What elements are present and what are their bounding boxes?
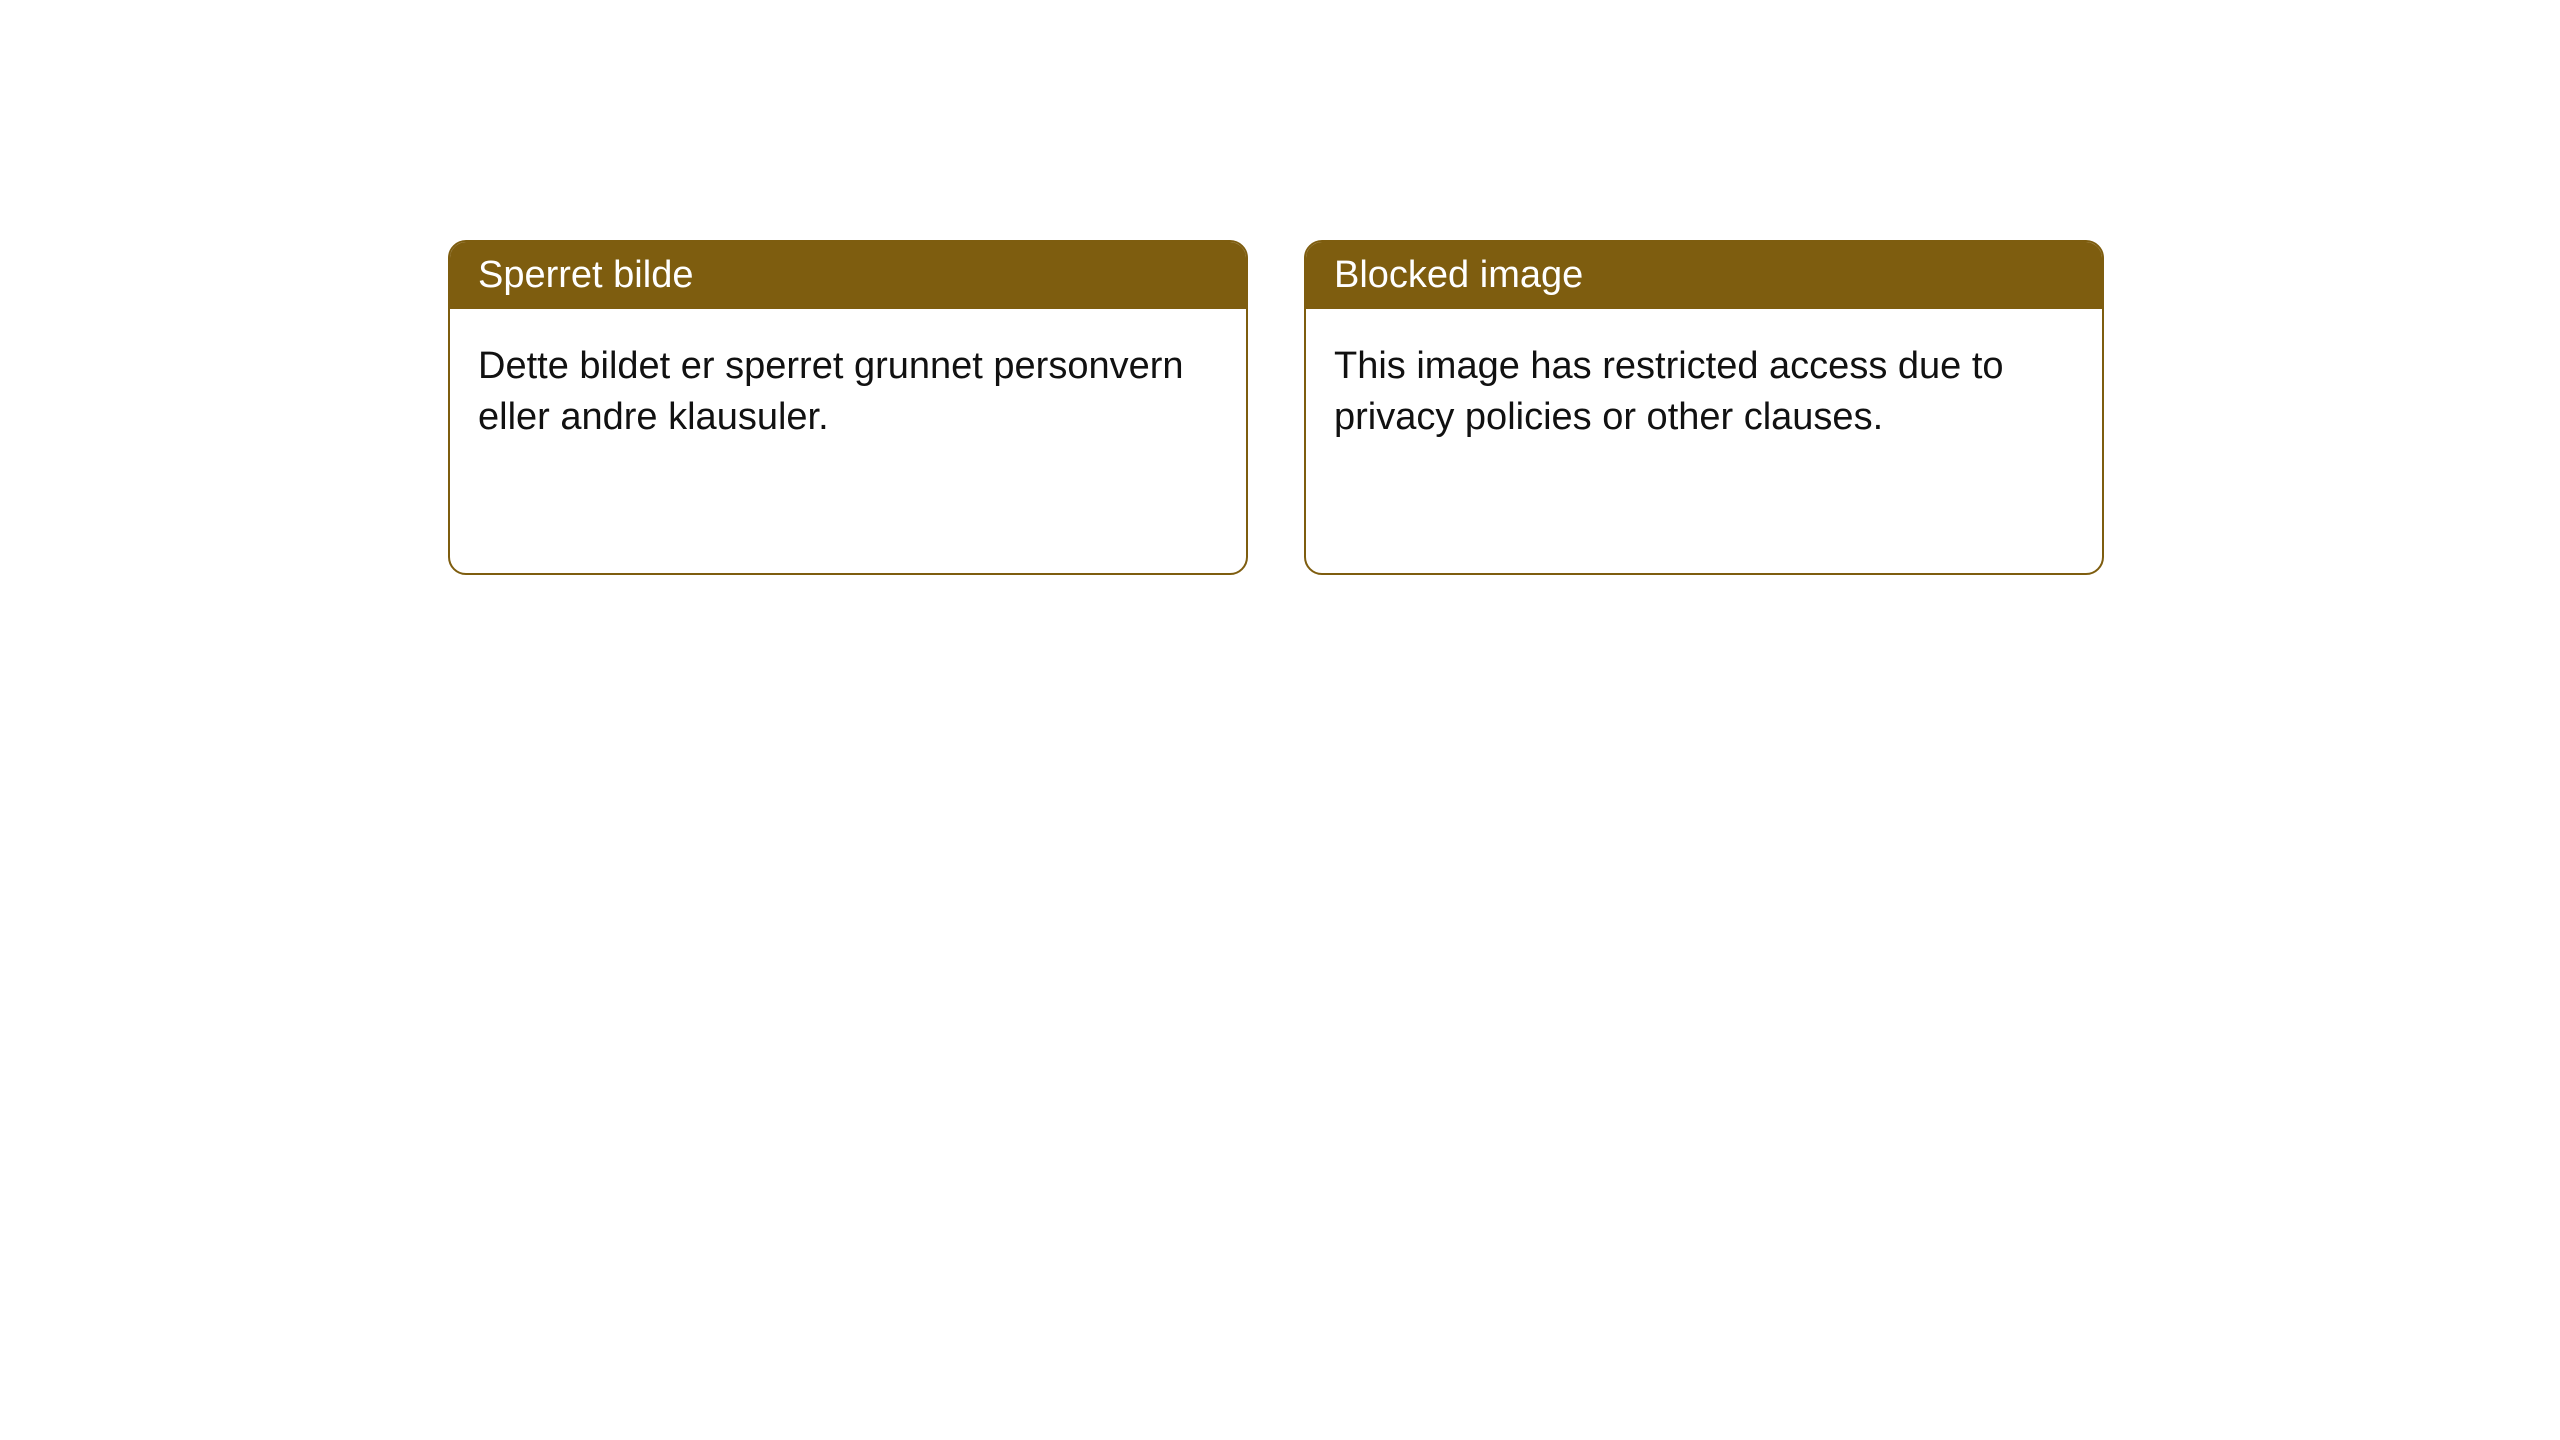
card-body-en: This image has restricted access due to …: [1306, 309, 2102, 476]
card-body-no: Dette bildet er sperret grunnet personve…: [450, 309, 1246, 476]
blocked-image-card-no: Sperret bilde Dette bildet er sperret gr…: [448, 240, 1248, 575]
blocked-image-card-en: Blocked image This image has restricted …: [1304, 240, 2104, 575]
notice-pair: Sperret bilde Dette bildet er sperret gr…: [448, 240, 2104, 575]
card-header-en: Blocked image: [1306, 242, 2102, 309]
card-header-no: Sperret bilde: [450, 242, 1246, 309]
